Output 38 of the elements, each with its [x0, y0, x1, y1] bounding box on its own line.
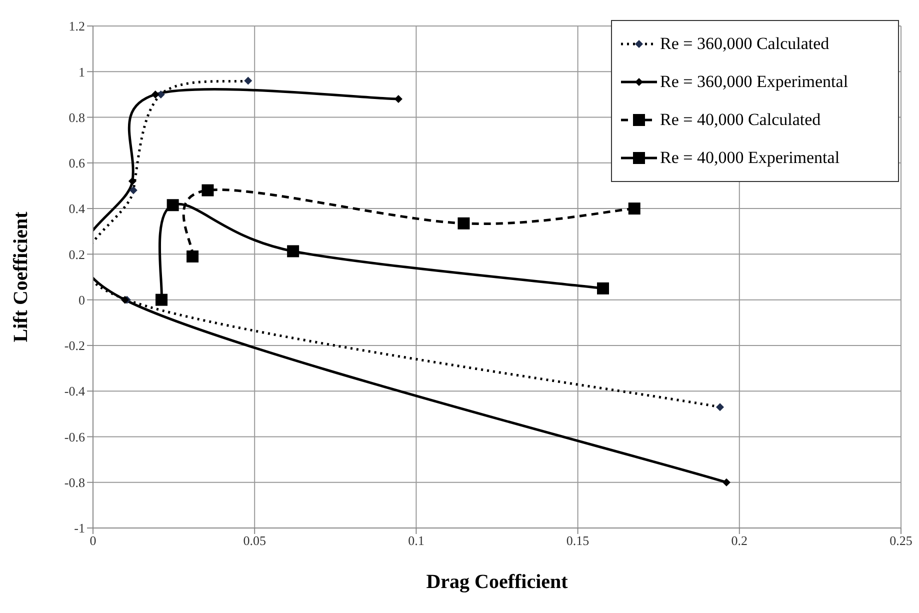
- point: [597, 282, 610, 294]
- y-axis-title: Lift Coefficient: [10, 211, 32, 342]
- point: [128, 177, 136, 186]
- point: [716, 403, 724, 412]
- legend-label: Re = 360,000 Calculated: [660, 34, 830, 54]
- x-axis-title: Drag Coefficient: [426, 571, 568, 593]
- point: [156, 294, 168, 306]
- legend-label: Re = 40,000 Experimental: [660, 148, 840, 168]
- point: [244, 76, 252, 85]
- point: [129, 186, 138, 194]
- x-tick-label: 0: [90, 533, 96, 548]
- x-tick-label: 0.25: [890, 533, 912, 548]
- y-tick-label: -0.2: [64, 338, 85, 354]
- y-tick-label: 1: [78, 64, 85, 80]
- y-tick-label: -0.8: [64, 474, 85, 490]
- x-tick-label: 0.2: [731, 533, 748, 548]
- point: [287, 245, 300, 258]
- y-tick-label: 1.2: [68, 18, 85, 34]
- point: [722, 478, 730, 486]
- y-tick-label: 0.2: [68, 246, 85, 262]
- y-tick-label: -1: [74, 520, 85, 536]
- legend-label: Re = 360,000 Experimental: [660, 72, 848, 92]
- y-tick-label: -0.4: [64, 384, 86, 399]
- x-tick-label: 0.05: [243, 533, 266, 548]
- y-tick-label: -0.6: [64, 429, 86, 444]
- point: [202, 184, 214, 196]
- y-tick-label: 0.6: [68, 156, 86, 171]
- x-tick-label: 0.15: [566, 533, 590, 548]
- y-tick-label: 0.8: [68, 110, 85, 125]
- point: [186, 250, 199, 262]
- point: [628, 202, 640, 215]
- y-tick-label: 0: [78, 292, 85, 308]
- point: [458, 217, 470, 230]
- x-tick-label: 0.1: [408, 533, 424, 548]
- point: [166, 199, 179, 212]
- point: [151, 90, 160, 98]
- legend-label: Re = 40,000 Calculated: [660, 110, 821, 130]
- y-tick-label: 0.4: [68, 201, 86, 216]
